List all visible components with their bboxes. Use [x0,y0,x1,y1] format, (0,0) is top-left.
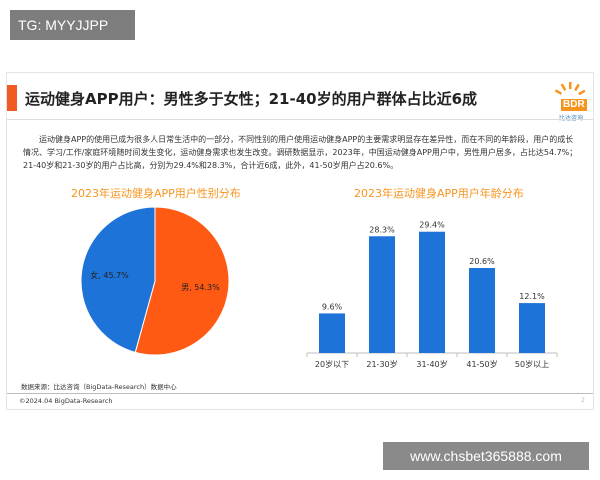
pie-slice-male-label: 男, 54.3% [181,283,220,292]
logo-text: BDR [561,99,587,111]
age-bar-chart: 9.6% 20岁以下 28.3% 21-30岁 29.4% 31-40岁 20.6% 41-5… [306,221,558,369]
pie-slice-female [80,206,156,353]
pie-chart-title: 2023年运动健身APP用户性别分布 [71,187,241,200]
pie-slice-female-label: 女, 45.7% [90,270,129,280]
slide-title: 运动健身APP用户：男性多于女性；21-40岁的用户群体占比近6成 [25,90,478,108]
copyright: ©2024.04 BigData-Research [19,397,113,405]
bar-5 [519,303,545,353]
x-tick-label: 31-40岁 [416,359,447,369]
watermark-bottom: www.chsbet365888.com [383,442,589,470]
bar-value-label: 20.6% [469,257,495,266]
slide-header: 运动健身APP用户：男性多于女性；21-40岁的用户群体占比近6成 BDR 比达… [7,82,593,122]
bar-2 [369,236,395,353]
summary-paragraph: 运动健身APP的使用已成为很多人日常生活中的一部分，不同性别的用户使用运动健身A… [23,135,578,170]
footer-divider [7,393,593,394]
x-tick-label: 41-50岁 [466,359,497,369]
bar-value-label: 12.1% [519,292,545,301]
logo-subtitle: 比达咨询 [559,113,583,122]
accent-bar [7,85,17,111]
page-number: 2 [581,397,585,404]
bar-chart-title: 2023年运动健身APP用户年龄分布 [354,187,524,200]
watermark-top: TG: MYYJJPP [10,10,135,40]
x-tick-label: 20岁以下 [315,359,349,369]
bar-4 [469,268,495,353]
bdr-logo-icon [554,82,586,96]
gender-pie-chart: 男, 54.3% 女, 45.7% [80,206,230,356]
header-divider [7,119,593,120]
bar-value-label: 9.6% [322,302,343,311]
pie-slice-male [134,206,230,356]
x-tick-label: 21-30岁 [366,359,397,369]
report-slide: 运动健身APP用户：男性多于女性；21-40岁的用户群体占比近6成 BDR 比达… [6,72,594,410]
data-source: 数据来源：比达咨询（BigData-Research）数据中心 [21,383,177,391]
bar-value-label: 28.3% [369,225,395,234]
bar-1 [319,313,345,353]
bar-3 [419,231,445,353]
bar-value-label: 29.4% [419,221,445,230]
x-tick-label: 50岁以上 [515,359,549,369]
